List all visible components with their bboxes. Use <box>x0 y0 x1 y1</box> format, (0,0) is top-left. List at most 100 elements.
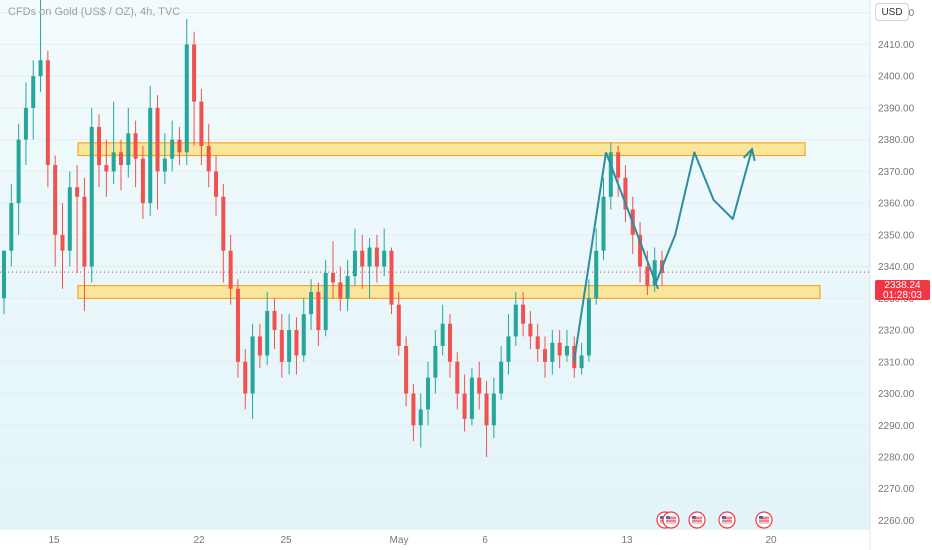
candle-body <box>616 152 621 178</box>
candle-body <box>309 291 314 315</box>
candle-body <box>118 152 123 166</box>
candle-body <box>645 266 650 286</box>
candle-body <box>53 165 58 235</box>
candle <box>140 145 145 219</box>
candle-body <box>462 393 467 419</box>
candle-body <box>170 139 175 159</box>
candle-body <box>199 101 204 146</box>
x-axis: 15 22 25 May 6 13 20 <box>48 535 777 546</box>
candle <box>411 384 416 442</box>
candle-body <box>484 393 489 426</box>
candle-body <box>521 304 526 324</box>
zone-band[interactable] <box>77 285 821 299</box>
candle <box>118 139 123 191</box>
x-tick-label: 20 <box>765 535 777 546</box>
candle-body <box>126 133 131 166</box>
projection-arrowhead <box>742 147 756 162</box>
candle <box>491 377 496 438</box>
candle <box>104 139 109 197</box>
candle <box>638 222 643 283</box>
plot-background <box>0 0 870 530</box>
candle <box>38 0 43 93</box>
candle <box>82 177 87 312</box>
us-flag-icon[interactable] <box>718 511 736 529</box>
candle-body <box>594 250 599 299</box>
candle <box>279 314 284 378</box>
zone-band[interactable] <box>77 142 806 157</box>
candle <box>301 298 306 362</box>
candle <box>126 107 131 178</box>
candle-body <box>426 377 431 410</box>
candle-body <box>257 336 262 356</box>
candle <box>250 323 255 419</box>
candle-body <box>162 158 167 172</box>
candle <box>23 82 28 166</box>
candle-body <box>513 304 518 337</box>
candle <box>309 279 314 331</box>
candle <box>418 393 423 448</box>
y-tick-label: 2380.00 <box>878 135 915 146</box>
y-tick-label: 2340.00 <box>878 262 915 273</box>
candle <box>235 279 240 378</box>
candle-body <box>447 323 452 362</box>
x-tick-label: 15 <box>48 535 60 546</box>
candle-body <box>177 139 182 153</box>
candle <box>330 241 336 299</box>
y-tick-label: 2390.00 <box>878 103 915 114</box>
candle-body <box>433 345 438 378</box>
candle-body <box>543 349 548 362</box>
candle-body <box>623 177 628 210</box>
candle-body <box>272 311 277 331</box>
currency-button[interactable]: USD <box>875 3 909 21</box>
us-flag-icon[interactable] <box>755 511 773 529</box>
candle <box>506 314 511 375</box>
candle <box>16 123 21 235</box>
candle <box>316 282 321 346</box>
y-axis: 2260.00 2270.00 2280.00 2290.00 2300.00 2310.… <box>878 8 915 527</box>
event-icons <box>656 511 773 529</box>
projection <box>573 147 756 362</box>
candle <box>31 60 36 140</box>
candle-body <box>579 355 584 369</box>
x-tick-label: 6 <box>482 535 488 546</box>
candle <box>155 95 160 210</box>
candle-body <box>528 323 533 337</box>
x-tick-label: 13 <box>621 535 633 546</box>
y-tick-label: 2360.00 <box>878 199 915 210</box>
projection-path[interactable] <box>655 148 753 283</box>
candle-body <box>557 342 562 356</box>
candle-body <box>67 187 72 251</box>
candle-body <box>491 393 496 426</box>
candle <box>535 323 540 362</box>
candle <box>257 323 262 369</box>
us-flag-icon[interactable] <box>688 511 706 529</box>
x-tick-label: 25 <box>280 535 292 546</box>
candle <box>287 314 292 375</box>
candle-body <box>140 158 145 204</box>
candle-body <box>652 260 657 286</box>
us-flag-icon[interactable] <box>662 511 680 529</box>
candle-body <box>250 336 255 394</box>
candle-body <box>148 107 153 204</box>
candle-body <box>345 276 350 299</box>
bar-countdown: 01:28:03 <box>883 290 922 301</box>
grid-lines <box>0 12 870 521</box>
candle <box>184 19 189 166</box>
y-tick-label: 2410.00 <box>878 40 915 51</box>
candle-body <box>506 336 511 362</box>
candle <box>601 177 606 261</box>
candle <box>323 260 328 337</box>
candle <box>133 120 138 188</box>
candle-body <box>586 298 591 356</box>
candle-body <box>330 272 336 283</box>
candle-body <box>411 393 416 426</box>
candle <box>45 50 50 188</box>
candle-body <box>287 330 292 362</box>
x-tick-label: May <box>390 535 409 546</box>
candle-body <box>97 126 102 166</box>
candle-body <box>455 361 460 394</box>
candle-body <box>1 250 7 299</box>
candle-body <box>82 196 87 267</box>
candle-body <box>214 171 219 197</box>
